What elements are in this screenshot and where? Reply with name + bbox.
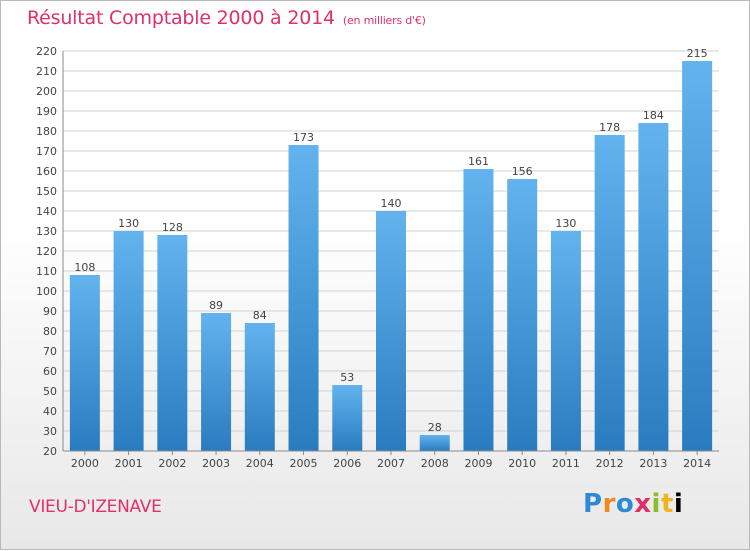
bar [288, 145, 319, 451]
bar [113, 231, 144, 451]
y-tick-label: 110 [36, 265, 57, 278]
y-tick-label: 80 [43, 325, 57, 338]
chart-subtitle: (en milliers d'€) [342, 14, 426, 27]
data-label: 156 [512, 165, 533, 178]
x-tick-label: 2014 [683, 457, 711, 470]
bar [594, 135, 625, 451]
proxiti-logo: Proxiti [583, 489, 684, 519]
y-tick-label: 160 [36, 165, 57, 178]
bar [157, 235, 188, 451]
y-tick-label: 180 [36, 125, 57, 138]
bar [201, 313, 232, 451]
data-label: 108 [74, 261, 95, 274]
data-label: 140 [381, 197, 402, 210]
x-tick-label: 2008 [421, 457, 449, 470]
data-label: 130 [118, 217, 139, 230]
bar [419, 435, 450, 451]
data-label: 161 [468, 155, 489, 168]
x-tick-label: 2003 [202, 457, 230, 470]
data-label: 89 [209, 299, 223, 312]
x-tick-label: 2013 [639, 457, 667, 470]
y-tick-label: 150 [36, 185, 57, 198]
data-label: 184 [643, 109, 664, 122]
y-tick-label: 20 [43, 445, 57, 458]
bar [332, 385, 363, 451]
data-label: 173 [293, 131, 314, 144]
bar [376, 211, 406, 451]
y-tick-label: 220 [36, 45, 57, 58]
y-tick-label: 60 [43, 365, 57, 378]
y-tick-label: 210 [36, 65, 57, 78]
y-tick-label: 30 [43, 425, 57, 438]
x-tick-label: 2006 [333, 457, 361, 470]
data-label: 84 [253, 309, 267, 322]
bar [507, 179, 538, 451]
y-tick-label: 200 [36, 85, 57, 98]
y-tick-label: 140 [36, 205, 57, 218]
x-tick-label: 2007 [377, 457, 405, 470]
bar [550, 231, 581, 451]
data-label: 130 [555, 217, 576, 230]
y-tick-label: 190 [36, 105, 57, 118]
data-label: 215 [687, 47, 708, 60]
bar [638, 123, 669, 451]
bar [463, 169, 494, 451]
x-tick-label: 2005 [290, 457, 318, 470]
x-tick-label: 2012 [596, 457, 624, 470]
x-tick-label: 2009 [464, 457, 492, 470]
bar [244, 323, 275, 451]
x-tick-label: 2000 [71, 457, 99, 470]
commune-name: VIEU-D'IZENAVE [29, 497, 162, 517]
y-tick-label: 100 [36, 285, 57, 298]
bar [69, 275, 100, 451]
data-label: 28 [428, 421, 442, 434]
x-tick-label: 2011 [552, 457, 580, 470]
title-text: Résultat Comptable 2000 à 2014 [27, 7, 335, 29]
y-tick-label: 70 [43, 345, 57, 358]
y-tick-label: 130 [36, 225, 57, 238]
chart-title: Résultat Comptable 2000 à 2014 (en millie… [27, 7, 426, 29]
x-tick-label: 2002 [158, 457, 186, 470]
data-label: 178 [599, 121, 620, 134]
x-tick-label: 2001 [115, 457, 143, 470]
data-label: 53 [340, 371, 354, 384]
y-tick-label: 50 [43, 385, 57, 398]
y-tick-label: 120 [36, 245, 57, 258]
x-tick-label: 2010 [508, 457, 536, 470]
x-tick-label: 2004 [246, 457, 274, 470]
data-label: 128 [162, 221, 183, 234]
y-tick-label: 90 [43, 305, 57, 318]
y-tick-label: 170 [36, 145, 57, 158]
bar [682, 61, 713, 451]
y-tick-label: 40 [43, 405, 57, 418]
